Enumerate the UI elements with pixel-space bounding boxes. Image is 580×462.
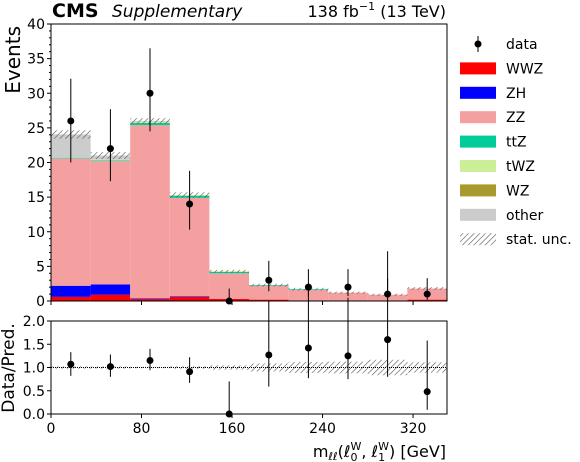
bar-wwz <box>407 299 447 301</box>
legend-swatch <box>460 86 496 99</box>
luminosity-label: 138 fb−1 (13 TeV) <box>307 0 446 21</box>
y-tick-label: 15 <box>27 190 45 206</box>
x-axis-label: mℓℓ(ℓ0W, ℓ1W) [GeV] <box>313 440 446 462</box>
legend-swatch <box>460 111 496 124</box>
legend-swatch <box>460 184 496 197</box>
legend-entry-stat-unc-: stat. unc. <box>460 232 572 248</box>
ratio-panel: 0.0 0.5 1.0 1.5 2.0 0 80 160 240 320 Data/Pred. m… <box>0 251 448 462</box>
legend-swatch <box>460 135 496 148</box>
bar-zh <box>90 284 131 295</box>
bar-zh <box>51 285 91 297</box>
main-panel-frame <box>50 23 448 302</box>
data-point <box>106 145 114 153</box>
supplementary-label: Supplementary <box>112 2 243 22</box>
legend-entry-twz: tWZ <box>460 159 535 175</box>
legend-swatch-hatch <box>460 233 496 246</box>
legend-swatch <box>460 208 496 221</box>
legend-label: ZH <box>506 86 526 102</box>
ratio-point <box>67 360 75 368</box>
y-axis-label-ratio: Data/Pred. <box>0 323 19 413</box>
bar-zz <box>130 125 170 299</box>
stat-unc-box <box>209 269 249 273</box>
cms-label: CMS <box>52 0 99 22</box>
legend-label: tWZ <box>506 159 535 175</box>
bar-zz <box>249 285 289 300</box>
ratio-point <box>304 344 312 352</box>
x-tick-label: 0 <box>47 421 56 437</box>
bar-zz <box>51 158 91 286</box>
legend-label: WWZ <box>506 61 543 77</box>
ratio-points <box>67 251 431 418</box>
ratio-panel-frame <box>50 320 448 415</box>
data-point <box>186 200 194 208</box>
bar-ttz <box>209 271 249 274</box>
y-tick-label: 5 <box>36 259 45 275</box>
data-point <box>146 89 154 97</box>
bar-zh <box>130 298 170 299</box>
x-tick-label: 320 <box>400 421 427 437</box>
y-tick-label: 0 <box>36 294 45 310</box>
legend-swatch <box>460 62 496 75</box>
plot-header: CMS Supplementary 138 fb−1 (13 TeV) <box>52 0 446 22</box>
legend-label: stat. unc. <box>506 232 572 248</box>
x-tick-label: 160 <box>219 421 246 437</box>
legend-label: ttZ <box>506 135 527 151</box>
legend: data WWZ ZH ZZ ttZ tWZ WZ other stat. unc. <box>460 36 572 248</box>
ratio-point <box>106 363 114 371</box>
ratio-axes: 0.0 0.5 1.0 1.5 2.0 0 80 160 240 320 <box>23 314 427 437</box>
bar-zz <box>90 161 131 285</box>
y-tick-label: 35 <box>27 52 45 68</box>
y-tick-label: 10 <box>27 225 45 241</box>
ratio-y-tick-label: 1.0 <box>23 361 45 377</box>
legend-label: other <box>506 208 544 224</box>
bar-wwz <box>249 299 289 301</box>
ratio-y-tick-label: 0.5 <box>23 384 45 400</box>
legend-label: WZ <box>506 183 529 199</box>
legend-label: data <box>506 37 538 53</box>
y-tick-label: 25 <box>27 121 45 137</box>
ratio-point <box>423 388 431 396</box>
data-point <box>265 276 273 284</box>
legend-entry-zh: ZH <box>460 86 526 102</box>
legend-marker-point <box>474 40 482 48</box>
bar-zz <box>328 292 368 301</box>
main-axes: 0 5 10 15 20 25 30 35 40 <box>27 17 414 310</box>
data-point <box>423 290 431 298</box>
bar-wwz <box>130 298 170 301</box>
ratio-y-tick-label: 0.0 <box>23 407 45 423</box>
data-point <box>67 117 75 125</box>
main-panel: 0 5 10 15 20 25 30 35 40 Events <box>1 17 448 310</box>
ratio-y-tick-label: 1.5 <box>23 337 45 353</box>
y-tick-label: 40 <box>27 17 45 33</box>
legend-entry-wwz: WWZ <box>460 61 543 77</box>
bar-wwz <box>51 296 91 301</box>
legend-label: ZZ <box>506 110 525 126</box>
y-axis-label-events: Events <box>1 26 25 94</box>
legend-entry-ttz: ttZ <box>460 135 527 151</box>
legend-entry-data: data <box>474 36 538 53</box>
ratio-point <box>146 357 154 365</box>
data-point <box>304 283 312 291</box>
data-points <box>67 48 431 305</box>
ratio-point <box>186 368 194 376</box>
data-point <box>344 283 352 291</box>
ratio-y-tick-label: 2.0 <box>23 314 45 330</box>
legend-entry-wz: WZ <box>460 183 529 199</box>
legend-entry-other: other <box>460 208 544 224</box>
legend-swatch <box>460 160 496 172</box>
x-tick-label: 80 <box>133 421 151 437</box>
y-tick-label: 30 <box>27 86 45 102</box>
y-tick-label: 20 <box>27 156 45 172</box>
legend-entry-zz: ZZ <box>460 110 525 126</box>
ratio-point <box>384 336 392 344</box>
bar-wwz <box>90 294 131 301</box>
bar-zh <box>169 296 210 297</box>
series-zh <box>51 284 210 299</box>
ratio-point <box>265 351 273 359</box>
ratio-point <box>344 352 352 360</box>
x-tick-label: 240 <box>309 421 336 437</box>
bar-wwz <box>169 296 210 301</box>
